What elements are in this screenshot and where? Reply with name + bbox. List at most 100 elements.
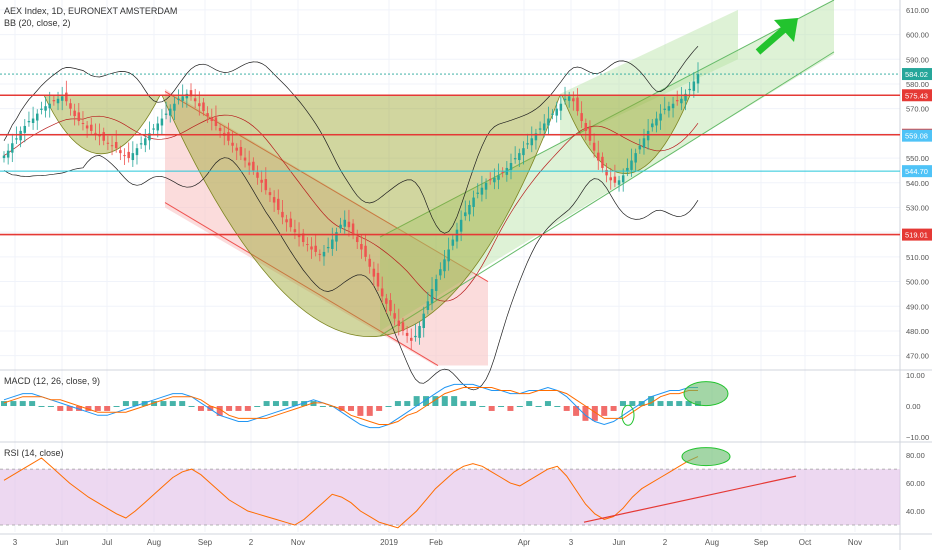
- macd-histogram-bar: [207, 406, 214, 411]
- macd-histogram-bar: [591, 406, 598, 421]
- macd-histogram-bar: [451, 396, 458, 406]
- time-tick-label: Jun: [56, 538, 69, 547]
- candle: [214, 117, 218, 126]
- macd-label: MACD (12, 26, close, 9): [4, 376, 100, 386]
- macd-histogram-bar: [57, 406, 64, 411]
- candle: [85, 125, 89, 129]
- candle: [81, 122, 85, 124]
- candle: [19, 130, 22, 141]
- candle: [114, 142, 118, 149]
- macd-histogram-bar: [282, 401, 289, 406]
- macd-highlight: [621, 404, 635, 426]
- macd-histogram-bar: [423, 396, 430, 406]
- macd-histogram-bar: [1, 401, 7, 406]
- price-badge-label: 544.70: [905, 167, 928, 176]
- candle: [646, 130, 650, 141]
- time-tick-label: Nov: [848, 538, 862, 547]
- macd-histogram-bar: [38, 406, 45, 407]
- candle: [509, 163, 513, 170]
- time-tick-label: Sep: [754, 538, 769, 547]
- candle: [621, 175, 625, 183]
- macd-histogram-bar: [394, 401, 401, 406]
- bb-indicator-label: BB (20, close, 2): [4, 18, 71, 28]
- candle: [11, 143, 14, 153]
- descending-channel-line: [164, 202, 439, 366]
- candle: [264, 179, 268, 191]
- rsi-pane: [0, 447, 900, 529]
- price-tick-label: 590.00: [906, 55, 929, 64]
- candle: [642, 138, 646, 148]
- candle: [538, 128, 542, 130]
- candle: [185, 93, 189, 99]
- macd-histogram-bar: [460, 401, 467, 406]
- time-axis[interactable]: 3 Jun Jul Aug Sep 2 Nov 2019 Feb Apr 3 Jun 2 Aug Sep Oc…: [13, 538, 862, 547]
- candle: [368, 258, 371, 267]
- candle: [410, 337, 413, 341]
- candle: [235, 147, 238, 151]
- rsi-highlight: [681, 447, 731, 467]
- macd-histogram-bar: [348, 406, 354, 411]
- bb-lower: [3, 155, 699, 391]
- macd-histogram-bar: [29, 401, 36, 406]
- candle: [397, 320, 401, 327]
- price-badge: [902, 165, 932, 178]
- time-tick-label: Apr: [518, 538, 531, 547]
- price-tick-label: 540.00: [906, 179, 929, 188]
- candle: [48, 103, 51, 109]
- candle: [389, 300, 392, 312]
- price-badge: [902, 89, 932, 102]
- candle: [638, 145, 642, 150]
- candle: [426, 301, 430, 310]
- candle: [351, 223, 355, 235]
- candle: [563, 98, 567, 101]
- candle: [667, 106, 671, 111]
- macd-tick-label: 10.00: [906, 371, 925, 380]
- candle: [493, 177, 496, 183]
- candle: [106, 142, 110, 144]
- macd-histogram-bar: [310, 401, 317, 406]
- candle: [572, 98, 575, 102]
- macd-histogram-bar: [432, 396, 439, 406]
- candle: [385, 298, 388, 304]
- candle: [680, 98, 683, 104]
- candle: [90, 124, 93, 131]
- candle: [272, 197, 276, 203]
- time-tick-label: 3: [569, 538, 574, 547]
- macd-histogram-bar: [657, 401, 664, 406]
- time-tick-label: Sep: [198, 538, 213, 547]
- candle: [567, 96, 571, 101]
- macd-histogram-bar: [498, 406, 505, 407]
- candle: [189, 90, 193, 97]
- candle: [202, 102, 205, 112]
- candle: [443, 259, 446, 272]
- candle: [659, 113, 662, 121]
- candle: [177, 98, 180, 101]
- macd-histogram-bar: [441, 396, 448, 406]
- candle: [135, 148, 139, 156]
- candle: [181, 96, 184, 101]
- candle: [526, 143, 529, 145]
- candle: [380, 288, 384, 297]
- candle: [422, 313, 425, 328]
- candle: [626, 167, 629, 172]
- candle: [592, 142, 596, 151]
- time-tick-label: 2: [663, 538, 668, 547]
- candle: [306, 244, 309, 246]
- macd-histogram-bar: [479, 406, 486, 407]
- macd-histogram-bar: [10, 401, 17, 406]
- candle: [127, 151, 130, 159]
- candle: [555, 108, 558, 116]
- candle: [285, 219, 288, 223]
- candle: [301, 233, 305, 243]
- macd-histogram-bar: [226, 406, 233, 411]
- macd-histogram-bar: [610, 406, 617, 411]
- price-tick-label: 480.00: [906, 327, 929, 336]
- candle: [227, 132, 230, 141]
- candle: [60, 96, 64, 101]
- candle: [418, 326, 421, 338]
- candle: [73, 110, 76, 117]
- price-axis[interactable]: 470.00480.00490.00500.00510.00520.00530.…: [902, 6, 932, 516]
- candle: [513, 158, 517, 160]
- macd-histogram-bar: [291, 401, 298, 406]
